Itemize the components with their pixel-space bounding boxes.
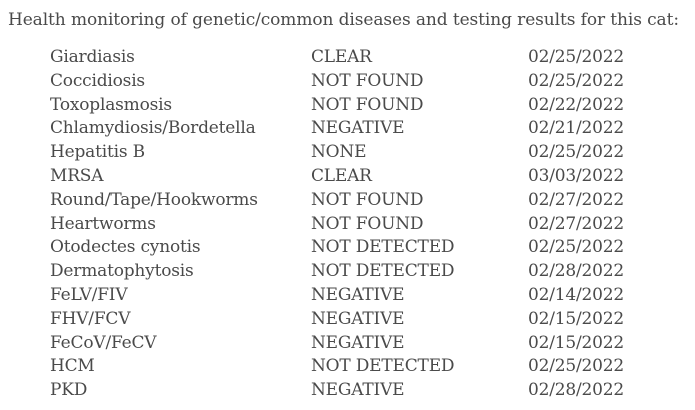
test-result: NEGATIVE <box>311 380 405 401</box>
test-date: 02/14/2022 <box>528 284 624 305</box>
test-result: CLEAR <box>311 165 372 186</box>
result-row: FeLV/FIV NEGATIVE 02/14/2022 <box>50 283 690 307</box>
test-date: 02/25/2022 <box>528 237 624 258</box>
disease-name: Toxoplasmosis <box>50 94 172 115</box>
test-date: 03/03/2022 <box>528 165 624 186</box>
test-result: NOT FOUND <box>311 213 424 234</box>
disease-name: MRSA <box>50 165 104 186</box>
test-date: 02/25/2022 <box>528 142 624 163</box>
test-result: NOT FOUND <box>311 94 424 115</box>
test-date: 02/25/2022 <box>528 47 624 67</box>
test-date: 02/28/2022 <box>528 380 624 401</box>
result-row: Otodectes cynotis NOT DETECTED 02/25/202… <box>50 235 690 259</box>
result-row: Toxoplasmosis NOT FOUND 02/22/2022 <box>50 93 690 117</box>
test-date: 02/28/2022 <box>528 261 624 282</box>
disease-name: Coccidiosis <box>50 70 145 91</box>
disease-name: HCM <box>50 356 95 377</box>
result-row: PKD NEGATIVE 02/28/2022 <box>50 378 690 402</box>
test-date: 02/27/2022 <box>528 213 624 234</box>
test-result: NEGATIVE <box>311 308 405 329</box>
test-date: 02/22/2022 <box>528 94 624 115</box>
disease-name: Giardiasis <box>50 47 135 67</box>
test-date: 02/15/2022 <box>528 332 624 353</box>
result-row: Coccidiosis NOT FOUND 02/25/2022 <box>50 69 690 93</box>
test-result: NOT DETECTED <box>311 356 455 377</box>
disease-name: Round/Tape/Hookworms <box>50 189 258 210</box>
test-result: NEGATIVE <box>311 118 405 139</box>
result-row: FHV/FCV NEGATIVE 02/15/2022 <box>50 307 690 331</box>
result-row: Giardiasis CLEAR 02/25/2022 <box>50 45 690 69</box>
test-date: 02/25/2022 <box>528 70 624 91</box>
result-row: Round/Tape/Hookworms NOT FOUND 02/27/202… <box>50 188 690 212</box>
test-result: NOT DETECTED <box>311 237 455 258</box>
result-row: FeCoV/FeCV NEGATIVE 02/15/2022 <box>50 331 690 355</box>
test-date: 02/15/2022 <box>528 308 624 329</box>
result-row: HCM NOT DETECTED 02/25/2022 <box>50 354 690 378</box>
result-row: Chlamydiosis/Bordetella NEGATIVE 02/21/2… <box>50 116 690 140</box>
result-row: Dermatophytosis NOT DETECTED 02/28/2022 <box>50 259 690 283</box>
test-result: NEGATIVE <box>311 284 405 305</box>
disease-name: Dermatophytosis <box>50 261 194 282</box>
test-date: 02/25/2022 <box>528 356 624 377</box>
test-result: NOT DETECTED <box>311 261 455 282</box>
disease-name: Hepatitis B <box>50 142 145 163</box>
test-result: NONE <box>311 142 367 163</box>
test-result: NOT FOUND <box>311 189 424 210</box>
result-row: Heartworms NOT FOUND 02/27/2022 <box>50 212 690 236</box>
test-date: 02/27/2022 <box>528 189 624 210</box>
result-row: Hepatitis B NONE 02/25/2022 <box>50 140 690 164</box>
test-result: NEGATIVE <box>311 332 405 353</box>
test-result: NOT FOUND <box>311 70 424 91</box>
page-heading: Health monitoring of genetic/common dise… <box>8 10 679 30</box>
disease-name: FeLV/FIV <box>50 284 128 305</box>
disease-name: Otodectes cynotis <box>50 237 201 258</box>
result-row: MRSA CLEAR 03/03/2022 <box>50 164 690 188</box>
disease-name: Chlamydiosis/Bordetella <box>50 118 256 139</box>
disease-name: FeCoV/FeCV <box>50 332 157 353</box>
test-results-list: Giardiasis CLEAR 02/25/2022 Coccidiosis … <box>50 45 690 402</box>
test-date: 02/21/2022 <box>528 118 624 139</box>
disease-name: PKD <box>50 380 88 401</box>
disease-name: FHV/FCV <box>50 308 131 329</box>
disease-name: Heartworms <box>50 213 156 234</box>
test-result: CLEAR <box>311 47 372 67</box>
